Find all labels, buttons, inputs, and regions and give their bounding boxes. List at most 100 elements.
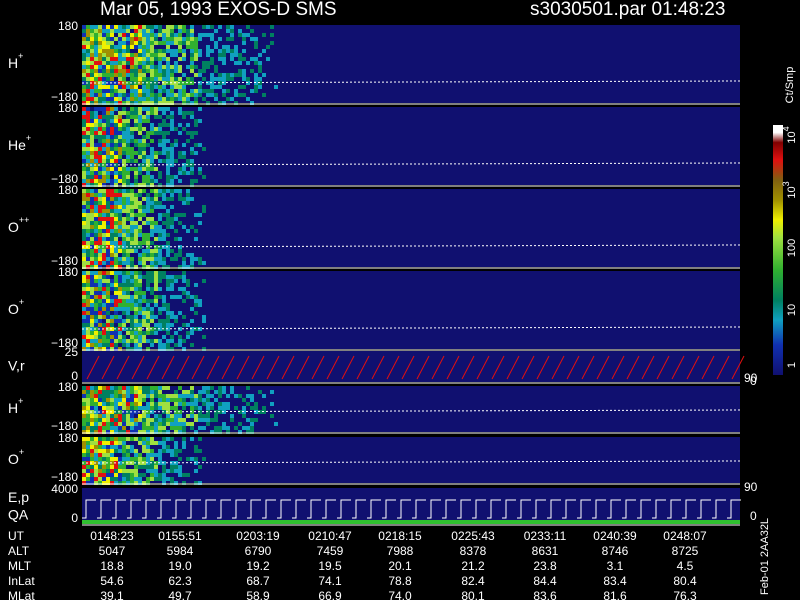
spectrogram-cell <box>126 291 130 295</box>
spectrogram-cell <box>170 143 174 147</box>
spectrogram-cell <box>94 151 98 155</box>
spectrogram-cell <box>94 175 98 179</box>
spectrogram-cell <box>150 315 154 319</box>
spectrogram-cell <box>142 465 146 469</box>
spectrogram-cell <box>110 469 114 473</box>
spectrogram-cell <box>246 418 250 422</box>
spectrogram-cell <box>150 77 154 81</box>
spectrogram-cell <box>190 49 194 53</box>
spectrogram-cell <box>118 111 122 115</box>
spectrogram-cell <box>98 33 102 37</box>
spectrogram-cell <box>134 175 138 179</box>
spectrogram-cell <box>166 131 170 135</box>
spectrogram-cell <box>130 151 134 155</box>
spectrogram-cell <box>182 97 186 101</box>
colorbar-label-base: 10 <box>786 131 798 143</box>
spectrogram-cell <box>126 394 130 398</box>
spectrogram-cell <box>170 394 174 398</box>
spectrogram-cell <box>98 25 102 29</box>
spectrogram-cell <box>90 469 94 473</box>
spectrogram-cell <box>122 418 126 422</box>
spectrogram-cell <box>154 257 158 261</box>
spectrogram-cell <box>98 249 102 253</box>
spectrogram-cell <box>98 315 102 319</box>
spectrogram-cell <box>110 241 114 245</box>
spectrogram-cell <box>166 311 170 315</box>
spectrogram-cell <box>170 65 174 69</box>
spectrogram-cell <box>166 101 170 105</box>
spectrogram-cell <box>142 25 146 29</box>
spectrogram-cell <box>102 183 106 187</box>
spectrogram-cell <box>166 61 170 65</box>
spectrogram-cell <box>126 283 130 287</box>
spectrogram-cell <box>134 225 138 229</box>
spectrogram-cell <box>122 437 126 441</box>
spectrogram-cell <box>114 402 118 406</box>
spectrogram-cell <box>110 115 114 119</box>
spectrogram-cell <box>190 53 194 57</box>
spectrogram-cell <box>98 430 102 434</box>
spectrogram-cell <box>214 414 218 418</box>
spectrogram-cell <box>138 205 142 209</box>
spectrogram-cell <box>98 437 102 441</box>
spectrogram-cell <box>94 469 98 473</box>
spectrogram-cell <box>94 307 98 311</box>
spectrogram-cell <box>198 299 202 303</box>
spectrogram-cell <box>86 93 90 97</box>
spectrogram-cell <box>98 418 102 422</box>
spectrogram-cell <box>170 115 174 119</box>
spectrogram-cell <box>170 77 174 81</box>
spectrogram-cell <box>114 229 118 233</box>
spectrogram-cell <box>106 97 110 101</box>
spectrogram-cell <box>170 275 174 279</box>
spectrogram-cell <box>122 85 126 89</box>
spectrogram-cell <box>122 295 126 299</box>
spectrogram-cell <box>98 135 102 139</box>
spectrogram-cell <box>154 271 158 275</box>
spectrogram-cell <box>134 85 138 89</box>
spectrogram-cell <box>154 295 158 299</box>
spectrogram-cell <box>150 107 154 111</box>
spectrogram-cell <box>134 402 138 406</box>
spectrogram-cell <box>134 233 138 237</box>
spectrogram-cell <box>146 111 150 115</box>
spectrogram-cell <box>86 69 90 73</box>
spectrogram-cell <box>86 179 90 183</box>
cell: 8746 <box>602 544 629 558</box>
spectrogram-cell <box>134 221 138 225</box>
spectrogram-cell <box>178 265 182 269</box>
spectrogram-cell <box>122 167 126 171</box>
spectrogram-cell <box>138 53 142 57</box>
spectrogram-cell <box>194 303 198 307</box>
spectrogram-cell <box>98 449 102 453</box>
spectrogram-cell <box>126 303 130 307</box>
spectrogram-cell <box>122 275 126 279</box>
spectrogram-cell <box>182 155 186 159</box>
spectrogram-cell <box>202 61 206 65</box>
spectrogram-cell <box>90 422 94 426</box>
spectrogram-cell <box>190 394 194 398</box>
spectrogram-cell <box>102 143 106 147</box>
trace-line <box>81 326 741 330</box>
spectrogram-cell <box>182 275 186 279</box>
spectrogram-cell <box>146 233 150 237</box>
spectrogram-cell <box>130 249 134 253</box>
spectrogram-cell <box>130 394 134 398</box>
spectrogram-cell <box>218 53 222 57</box>
spectrogram-cell <box>110 53 114 57</box>
cell: 83.4 <box>603 574 627 588</box>
spectrogram-cell <box>130 323 134 327</box>
spectrogram-cell <box>86 101 90 105</box>
colorbar-label-exp: 4 <box>781 126 791 131</box>
spectrogram-cell <box>154 265 158 269</box>
spectrogram-cell <box>186 390 190 394</box>
spectrogram-cell <box>86 189 90 193</box>
spectrogram-cell <box>142 107 146 111</box>
spectrogram-cell <box>106 41 110 45</box>
spectrogram-cell <box>138 29 142 33</box>
spectrogram-cell <box>122 229 126 233</box>
spectrogram-cell <box>114 107 118 111</box>
spectrogram-cell <box>134 205 138 209</box>
spectrogram-cell <box>138 347 142 351</box>
spectrogram-cell <box>114 127 118 131</box>
